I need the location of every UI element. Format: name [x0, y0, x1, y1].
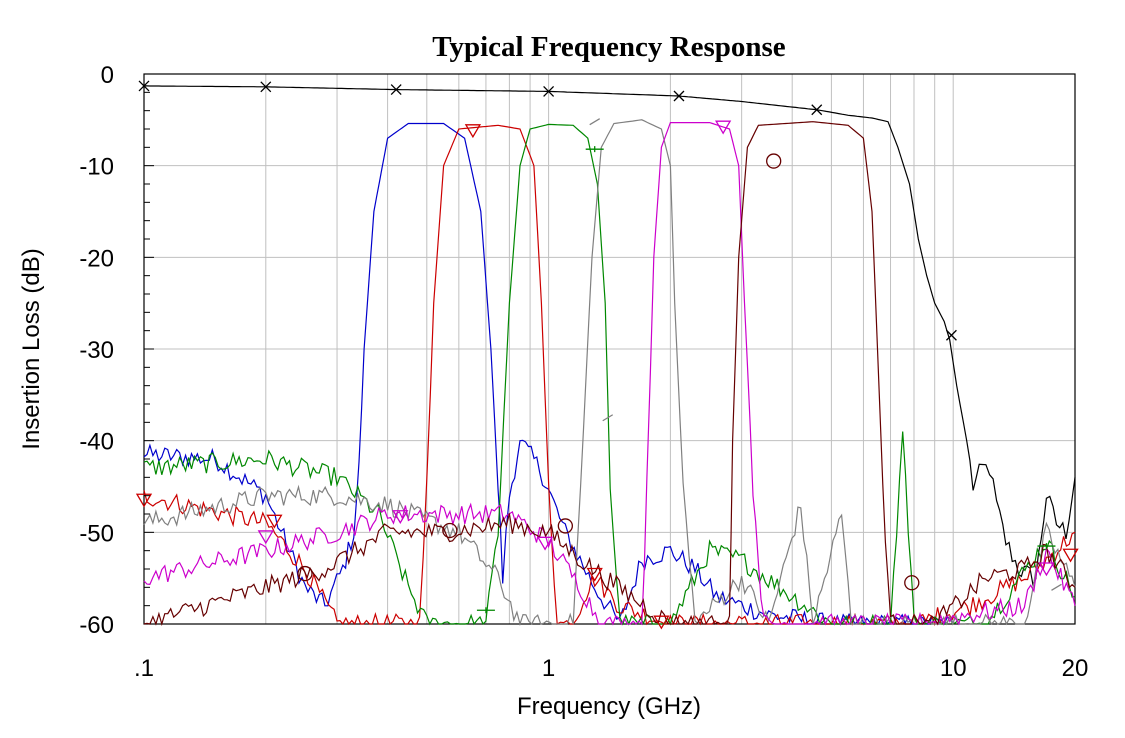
y-tick-label: -60 [79, 612, 114, 639]
x-tick-label: .1 [134, 655, 154, 682]
series-1-marker [811, 104, 823, 116]
series-7-marker [442, 522, 458, 539]
x-tick-label: 20 [1062, 655, 1089, 682]
x-tick-label: 1 [542, 655, 555, 682]
x-tick-label: 10 [940, 655, 967, 682]
y-tick-label: -50 [79, 520, 114, 547]
series-line-7 [143, 121, 1076, 627]
series-line-5 [143, 119, 1076, 627]
series-3-marker [653, 615, 670, 630]
y-tick-label: -30 [79, 337, 114, 364]
series-3-marker [1062, 548, 1079, 563]
series-line-3 [143, 124, 1076, 627]
series-5-marker [602, 414, 614, 422]
series-1-marker [390, 84, 402, 96]
chart-title: Typical Frequency Response [432, 31, 786, 63]
y-tick-label: 0 [101, 62, 114, 89]
series-line-2 [143, 122, 954, 626]
y-tick-label: -10 [79, 154, 114, 181]
series-6-marker [715, 120, 732, 135]
tick-layer: 0 -10 -20 -30 -40 -50 -60 .1 1 10 20 [79, 62, 1088, 682]
series-6-marker [257, 530, 274, 545]
series-1-marker [673, 90, 685, 102]
series-4-marker [476, 607, 495, 614]
series-line-6 [143, 122, 1076, 626]
series-line-4 [143, 123, 1076, 626]
series-line-1 [144, 85, 1076, 587]
marker-layer [135, 80, 1079, 630]
series-4-marker [585, 146, 604, 153]
series-3-marker [135, 493, 153, 508]
series-1-marker [543, 85, 555, 97]
series-6-marker [536, 536, 554, 551]
y-axis-label: Insertion Loss (dB) [18, 248, 45, 449]
grid-layer [144, 74, 1075, 624]
series-3-marker [464, 124, 482, 139]
series-7-marker [766, 153, 782, 169]
x-axis-label: Frequency (GHz) [517, 693, 701, 720]
series-4-marker [1037, 543, 1056, 550]
series-3-marker [266, 514, 283, 529]
series-7-marker [557, 518, 573, 534]
series-5-marker [589, 118, 601, 126]
series-1-marker [138, 80, 150, 92]
series-7-marker [904, 575, 920, 591]
series-1-marker [945, 329, 957, 341]
series-1-marker [260, 81, 272, 93]
series-5-marker [1051, 583, 1062, 591]
series-7-marker [297, 565, 313, 582]
series-layer [143, 85, 1076, 627]
series-6-marker [392, 510, 409, 525]
series-3-marker [586, 567, 603, 582]
y-tick-label: -20 [79, 245, 114, 272]
series-6-marker [1038, 562, 1055, 577]
y-tick-label: -40 [79, 429, 114, 456]
